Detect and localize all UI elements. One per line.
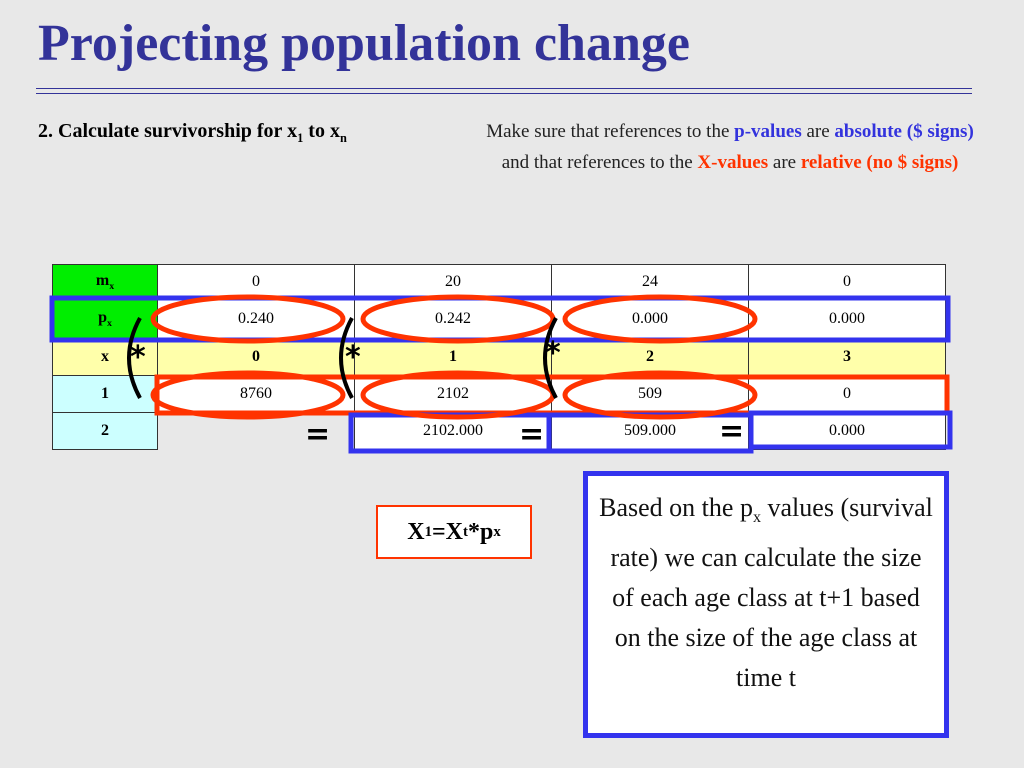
- population-table: mx 0 20 24 0 px 0.240 0.242 0.000 0.000 …: [52, 264, 946, 450]
- table-cell: 0: [157, 264, 355, 300]
- formula-sub-x: x: [493, 523, 501, 540]
- px-label: p: [98, 308, 107, 326]
- page-title: Projecting population change: [38, 15, 690, 72]
- note-text-3: and that references to the: [501, 152, 698, 173]
- formula-star: *p: [467, 518, 494, 545]
- note-relative: relative (no $ signs): [800, 152, 959, 173]
- row-label-mx: mx: [52, 264, 158, 300]
- step-sub-n: n: [339, 131, 347, 145]
- table-cell: 0: [157, 338, 355, 376]
- table-row-2: 2 2102.000 509.000 0.000: [52, 412, 946, 450]
- table-cell: 24: [551, 264, 749, 300]
- table-cell: 0: [748, 264, 946, 300]
- table-cell: 20: [354, 264, 552, 300]
- table-cell: 0.240: [157, 299, 355, 339]
- row-label-1: 1: [52, 375, 158, 413]
- table-row-1: 1 8760 2102 509 0: [52, 375, 946, 413]
- note-text-4: are: [768, 152, 801, 173]
- row-label-2: 2: [52, 412, 158, 450]
- mx-label-sub: x: [109, 281, 115, 293]
- explanation-box: Based on the px values (survival rate) w…: [583, 471, 949, 738]
- table-row-mx: mx 0 20 24 0: [52, 264, 946, 300]
- formula-sub-t: t: [463, 523, 468, 540]
- title-rule-bottom: [36, 93, 972, 94]
- table-cell: 2102: [354, 375, 552, 413]
- table-cell: 0.242: [354, 299, 552, 339]
- note-text-1: Make sure that references to the: [486, 121, 735, 142]
- table-cell: 1: [354, 338, 552, 376]
- mx-label: m: [95, 271, 110, 289]
- step-heading: 2. Calculate survivorship for x1 to xn: [38, 120, 347, 146]
- table-cell: 0: [748, 375, 946, 413]
- px-label-sub: x: [106, 318, 112, 330]
- note-text-2: are: [801, 121, 835, 142]
- note-p-values: p-values: [734, 121, 802, 142]
- table-cell: 0.000: [748, 412, 946, 450]
- note-absolute: absolute ($ signs): [834, 121, 974, 142]
- step-to: to x: [303, 120, 340, 142]
- step-text: 2. Calculate survivorship for x: [38, 120, 298, 142]
- title-rule-top: [36, 88, 972, 89]
- table-row-px: px 0.240 0.242 0.000 0.000: [52, 299, 946, 339]
- explain-text-2: values (survival rate) we can calculate …: [610, 493, 933, 693]
- explain-sub: x: [752, 509, 762, 527]
- table-cell: 2: [551, 338, 749, 376]
- reference-note: Make sure that references to the p-value…: [480, 116, 980, 178]
- formula-box: X 1 =X t *p x: [376, 505, 532, 559]
- step-sub-1: 1: [297, 131, 304, 145]
- table-cell: 8760: [157, 375, 355, 413]
- table-cell: 509: [551, 375, 749, 413]
- formula-eq: =X: [432, 518, 464, 545]
- times-symbol: *: [345, 340, 361, 375]
- table-cell: 0.000: [551, 299, 749, 339]
- table-cell: 3: [748, 338, 946, 376]
- table-row-x: x 0 1 2 3: [52, 338, 946, 376]
- table-cell: 0.000: [748, 299, 946, 339]
- times-symbol: *: [130, 340, 146, 375]
- formula-x: X: [407, 518, 425, 545]
- equals-symbol: =: [305, 417, 331, 452]
- formula-sub-1: 1: [424, 523, 432, 540]
- times-symbol: *: [545, 336, 561, 371]
- row-label-px: px: [52, 299, 158, 339]
- equals-symbol: =: [719, 414, 745, 449]
- equals-symbol: =: [519, 417, 545, 452]
- explain-text-1: Based on the p: [599, 493, 753, 522]
- note-x-values: X-values: [697, 152, 769, 173]
